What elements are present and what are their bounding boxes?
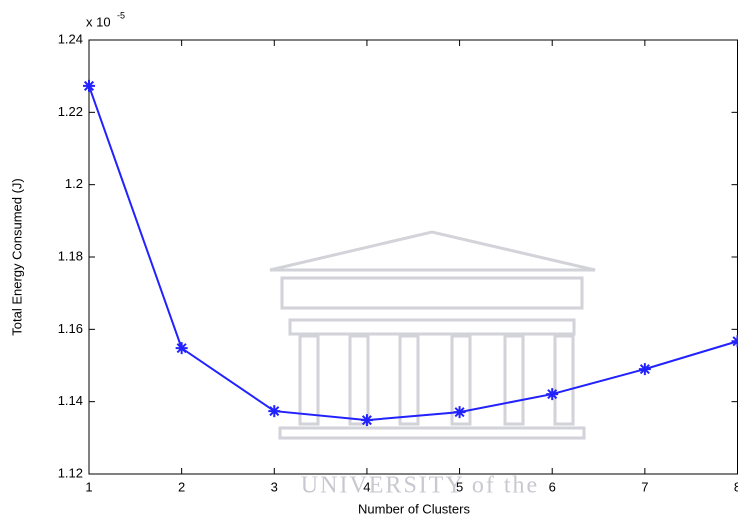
x-axis-label: Number of Clusters xyxy=(358,501,470,516)
column xyxy=(450,334,472,426)
point-marker xyxy=(638,363,651,376)
column xyxy=(503,334,525,426)
y-axis-label: Total Energy Consumed (J) xyxy=(9,178,24,336)
point-marker xyxy=(546,388,559,401)
point-marker xyxy=(453,406,466,419)
architrave xyxy=(288,318,576,336)
point-marker xyxy=(175,342,188,355)
x-tick-label: 8 xyxy=(734,479,738,494)
y-tick-label: 1.2 xyxy=(65,176,83,191)
x-tick-label: 5 xyxy=(456,479,463,494)
point-marker xyxy=(83,79,95,92)
entablature xyxy=(280,276,584,310)
pediment xyxy=(269,230,596,272)
y-tick-label: 1.18 xyxy=(58,248,83,263)
axis-multiplier-exponent: -5 xyxy=(117,10,125,20)
y-tick-label: 1.12 xyxy=(58,465,83,480)
x-tick-label: 2 xyxy=(178,479,185,494)
watermark-text: UNIVERSITY of the xyxy=(301,473,539,499)
column xyxy=(553,334,575,426)
x-tick-label: 4 xyxy=(363,479,370,494)
x-tick-label: 1 xyxy=(85,479,92,494)
y-tick-label: 1.14 xyxy=(58,393,83,408)
plot-box xyxy=(88,39,738,475)
column xyxy=(398,334,420,426)
axis-multiplier: x 10 xyxy=(86,14,111,29)
y-tick-label: 1.22 xyxy=(58,104,83,119)
base xyxy=(278,426,586,440)
watermark-building xyxy=(269,230,596,440)
column xyxy=(298,334,320,426)
y-tick-label: 1.24 xyxy=(58,31,83,46)
x-tick-label: 3 xyxy=(271,479,278,494)
x-tick-label: 7 xyxy=(641,479,648,494)
x-tick-label: 6 xyxy=(549,479,556,494)
series-line xyxy=(88,85,738,422)
column xyxy=(348,334,370,426)
point-marker xyxy=(268,405,281,418)
point-marker xyxy=(360,414,373,427)
y-tick-label: 1.16 xyxy=(58,321,83,336)
point-marker xyxy=(731,335,738,348)
